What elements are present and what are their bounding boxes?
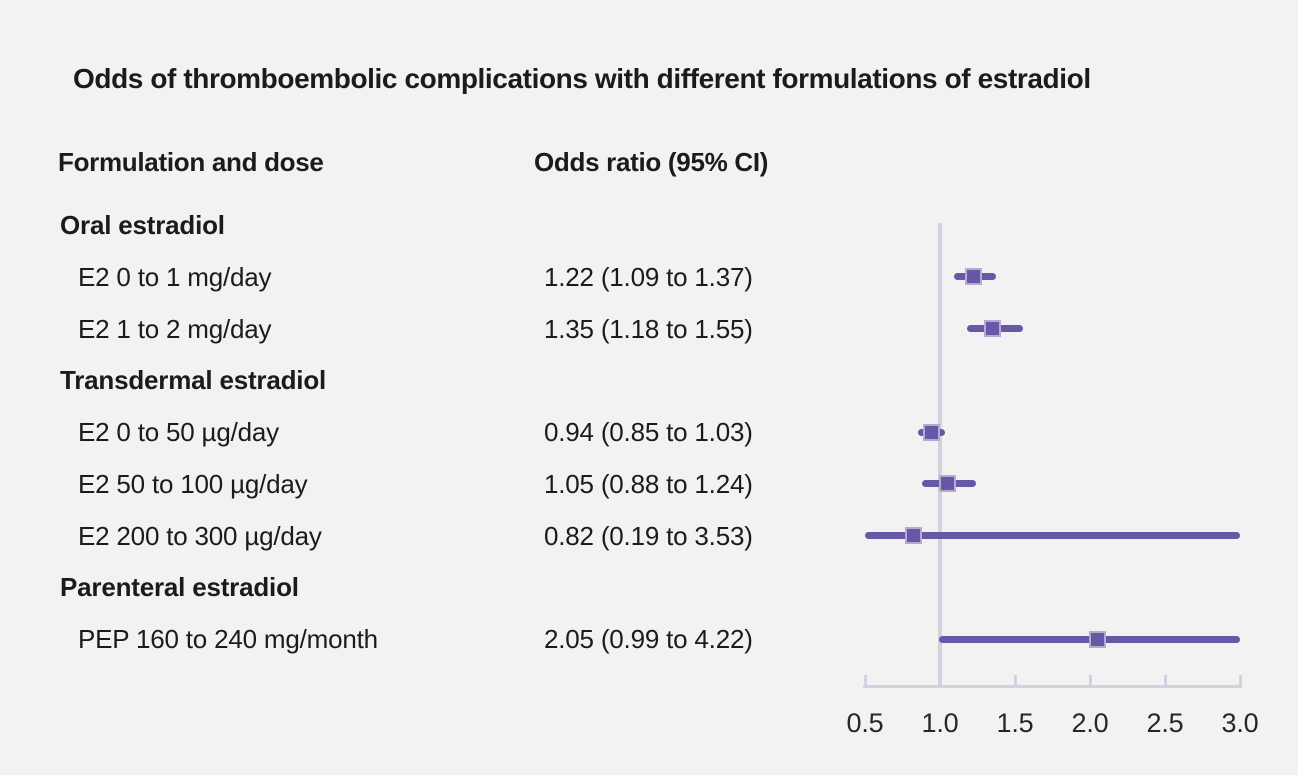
x-axis-tick <box>1088 675 1092 688</box>
x-axis-tick-label: 2.0 <box>1071 708 1109 738</box>
point-estimate-marker <box>939 475 956 493</box>
x-axis-tick-label: 0.5 <box>846 708 884 738</box>
point-estimate-marker <box>904 527 922 544</box>
x-axis-tick <box>1163 675 1167 688</box>
odds-ratio-value: 0.82 (0.19 to 3.53) <box>544 520 753 551</box>
odds-ratio-value: 2.05 (0.99 to 4.22) <box>544 624 753 654</box>
point-estimate-marker <box>1089 630 1106 648</box>
group-label: Oral estradiol <box>60 210 225 240</box>
point-estimate-marker <box>984 320 1001 337</box>
x-axis-tick-label: 3.0 <box>1221 708 1259 738</box>
column-header-formulation: Formulation and dose <box>58 147 324 177</box>
item-label: E2 0 to 1 mg/day <box>78 261 272 292</box>
reference-line <box>938 223 942 688</box>
item-label: PEP 160 to 240 mg/month <box>78 624 378 654</box>
odds-ratio-value: 1.05 (0.88 to 1.24) <box>544 468 753 499</box>
odds-ratio-value: 1.22 (1.09 to 1.37) <box>544 261 753 292</box>
item-label: E2 200 to 300 µg/day <box>78 520 322 551</box>
x-axis-tick-label: 1.5 <box>996 708 1034 738</box>
x-axis-tick <box>1013 675 1017 688</box>
x-axis-line <box>863 685 1242 688</box>
x-axis-tick <box>1238 675 1242 688</box>
x-axis-tick-label: 1.0 <box>921 708 959 738</box>
column-header-odds-ratio: Odds ratio (95% CI) <box>534 147 769 177</box>
group-label: Transdermal estradiol <box>60 365 327 396</box>
point-estimate-marker <box>964 268 982 286</box>
odds-ratio-value: 0.94 (0.85 to 1.03) <box>544 417 753 447</box>
chart-title: Odds of thromboembolic complications wit… <box>73 63 1091 94</box>
x-axis-tick <box>938 675 942 688</box>
x-axis-tick <box>863 675 867 688</box>
item-label: E2 0 to 50 µg/day <box>78 417 279 447</box>
confidence-interval-line <box>865 532 1240 539</box>
item-label: E2 1 to 2 mg/day <box>78 313 272 344</box>
group-label: Parenteral estradiol <box>60 572 299 603</box>
item-label: E2 50 to 100 µg/day <box>78 468 308 499</box>
odds-ratio-value: 1.35 (1.18 to 1.55) <box>544 313 753 344</box>
point-estimate-marker <box>922 423 940 441</box>
x-axis-tick-label: 2.5 <box>1146 708 1184 738</box>
